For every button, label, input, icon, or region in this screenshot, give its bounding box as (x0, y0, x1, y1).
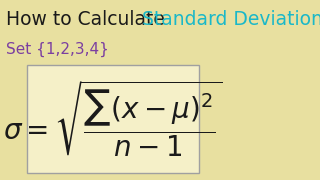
Text: How to Calculate: How to Calculate (6, 10, 171, 29)
Text: $\sigma = \sqrt{\dfrac{\sum(x-\mu)^{2}}{n-1}}$: $\sigma = \sqrt{\dfrac{\sum(x-\mu)^{2}}{… (3, 79, 222, 159)
Text: Standard Deviation?: Standard Deviation? (142, 10, 320, 29)
FancyBboxPatch shape (27, 65, 199, 173)
Text: Set {1,2,3,4}: Set {1,2,3,4} (6, 41, 109, 57)
